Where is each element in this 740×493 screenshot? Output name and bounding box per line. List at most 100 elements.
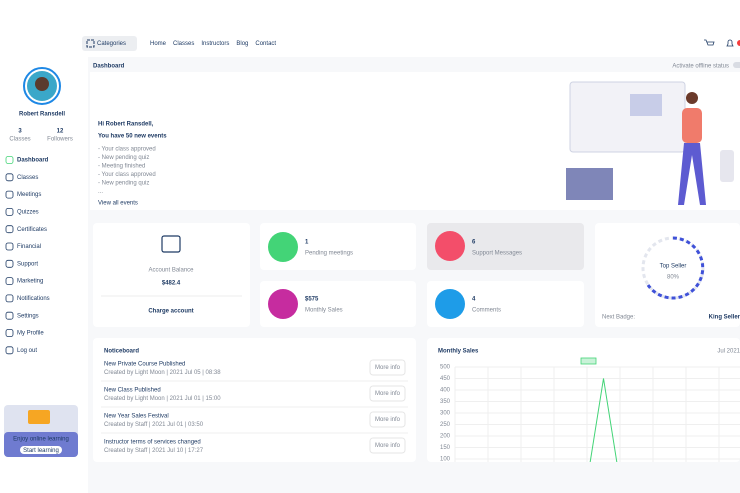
notice-title: New Private Course Published [104,362,185,368]
event-item: - Meeting finished [98,164,145,170]
avatar-face [35,77,49,91]
menu-icon [5,156,14,164]
event-item: - Your class approved [98,172,156,178]
more-info-button[interactable] [369,411,406,428]
menu-item[interactable]: Log out [17,348,37,354]
cart-icon[interactable] [704,39,715,46]
page-title: Dashboard [93,64,125,70]
promo-button-label[interactable]: Start learning [23,448,59,454]
offline-toggle[interactable] [733,62,740,68]
more-info-button[interactable] [369,385,406,402]
stat-label: Followers [47,137,73,143]
stat-caption: Monthly Sales [305,308,343,314]
menu-item[interactable]: Certificates [17,227,47,233]
more-info-label[interactable]: More info [375,417,401,423]
noticeboard-title: Noticeboard [104,349,139,355]
wallet-icon [161,235,181,253]
stat-number: $575 [305,297,319,303]
menu-item[interactable]: Notifications [17,296,50,302]
menu-icon [5,207,14,216]
menu-item[interactable]: My Profile [17,331,44,337]
nav-link[interactable]: Home [150,41,167,47]
y-tick-label: 100 [440,457,451,463]
avatar-ring [23,67,61,105]
nav-link[interactable]: Instructors [201,41,229,47]
chart-clip-cover [427,462,740,493]
menu-item[interactable]: Dashboard [17,158,49,164]
event-item: - Your class approved [98,147,156,153]
y-tick-label: 200 [440,434,451,440]
badge-percent: 80% [667,275,680,281]
balance-label: Account Balance [148,268,194,274]
stat-value: 12 [57,129,64,135]
stat-icon [435,231,465,261]
stat-number: 1 [305,240,309,246]
person-body [682,108,702,143]
badge-progress [646,236,705,300]
menu-item[interactable]: Support [17,261,38,267]
nav-link[interactable]: Contact [255,41,276,47]
y-tick-label: 300 [440,411,451,417]
more-info-button[interactable] [369,359,406,376]
stat-card [260,281,416,327]
stat-card [427,281,584,327]
promo-text: Enjoy online learning [13,437,69,443]
grid-icon [86,39,95,48]
menu-item[interactable]: Classes [17,175,38,181]
badge-title: Top Seller [660,264,687,270]
more-info-label[interactable]: More info [375,443,401,449]
charge-button[interactable]: Charge account [148,309,193,315]
notice-title: New Year Sales Festival [104,414,169,420]
next-badge: King Seller [709,315,740,321]
menu-icon [5,225,14,234]
y-tick-label: 400 [440,388,451,394]
categories-button[interactable] [82,36,137,51]
stat-icon [268,289,298,319]
menu-item[interactable]: Meetings [17,192,41,198]
y-tick-label: 250 [440,422,451,428]
menu-item[interactable]: Financial [17,244,41,250]
menu-item[interactable]: Settings [17,313,39,319]
more-info-label[interactable]: More info [375,365,401,371]
bell-icon[interactable] [726,39,734,47]
noticeboard-card [93,338,416,462]
menu-item[interactable]: Marketing [17,279,43,285]
events-link[interactable]: View all events [98,201,138,207]
offline-label[interactable]: Activate offline status [672,64,729,70]
balance-amount: $482.4 [162,281,181,287]
stat-icon [268,232,298,262]
chart-title: Monthly Sales [438,349,479,355]
stat-card [427,223,584,270]
stat-caption: Pending meetings [305,251,353,257]
nav-link[interactable]: Blog [236,41,248,47]
plant-pot [720,150,734,182]
notice-meta: Created by Staff | 2021 Jul 10 | 17:27 [104,448,204,454]
y-tick-label: 350 [440,399,451,405]
next-badge-label: Next Badge: [602,315,635,321]
menu-item[interactable]: Quizzes [17,209,39,215]
notice-meta: Created by Light Moon | 2021 Jul 01 | 15… [104,396,221,402]
person-head [686,92,698,104]
categories-label[interactable]: Categories [97,41,126,47]
menu-icon [5,294,14,303]
menu-icon [5,346,14,355]
nav-link[interactable]: Classes [173,41,194,47]
notice-title: Instructor terms of services changed [104,440,201,446]
more-info-button[interactable] [369,437,406,454]
more-info-label[interactable]: More info [375,391,401,397]
promo-button[interactable] [20,446,62,454]
balance-card [93,223,250,327]
screen-illustration [569,81,686,153]
events-count: You have 50 new events [98,134,167,140]
notification-dot [737,40,740,46]
stat-value: 3 [18,129,22,135]
badge-card [595,223,740,327]
profile-name: Robert Ransdell [19,112,65,118]
stat-icon [435,289,465,319]
chart-period: Jul 2021 [717,349,740,355]
stat-caption: Comments [472,308,501,314]
stat-number: 4 [472,297,476,303]
stat-label: Classes [9,137,30,143]
greeting: Hi Robert Ransdell, [98,122,154,128]
